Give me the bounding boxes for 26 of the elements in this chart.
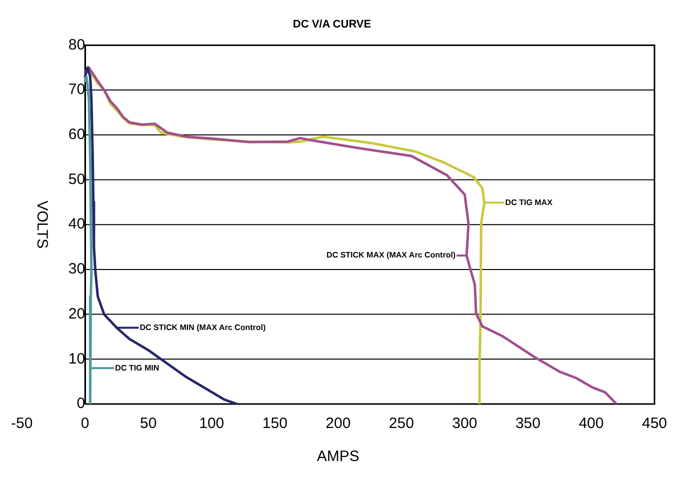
y-tick-label: 80: [68, 36, 86, 54]
x-axis-title: AMPS: [316, 448, 360, 466]
legend-label: DC STICK MIN (MAX Arc Control): [140, 322, 266, 332]
x-tick-label: 300: [452, 415, 478, 432]
y-tick-label: 20: [68, 305, 86, 322]
chart-title: DC V/A CURVE: [292, 18, 372, 31]
x-tick-label: 450: [642, 415, 667, 432]
series-label: DC STICK MAX (MAX Arc Control): [326, 250, 456, 260]
y-tick-label: 40: [68, 216, 86, 233]
x-tick-label: 100: [199, 415, 224, 432]
legend-label: DC TIG MIN: [115, 363, 160, 372]
y-tick-label: 10: [68, 350, 86, 368]
y-tick-label: 60: [68, 126, 86, 144]
legend-label: DC TIG MAX: [505, 198, 554, 207]
y-tick-label: 70: [68, 81, 86, 98]
x-tick-label: -50: [10, 415, 33, 432]
x-tick-label: 350: [515, 415, 540, 432]
x-tick-label: 150: [262, 415, 288, 432]
x-tick-label: 400: [578, 415, 604, 432]
y-tick-label: 50: [68, 170, 86, 188]
y-axis-title: VOLTS: [33, 200, 50, 249]
x-tick-label: 250: [388, 415, 414, 432]
x-tick-label: 50: [140, 415, 157, 432]
y-tick-label: 30: [68, 260, 86, 278]
y-tick-label: 0: [76, 395, 86, 412]
x-tick-label: 200: [326, 415, 351, 432]
